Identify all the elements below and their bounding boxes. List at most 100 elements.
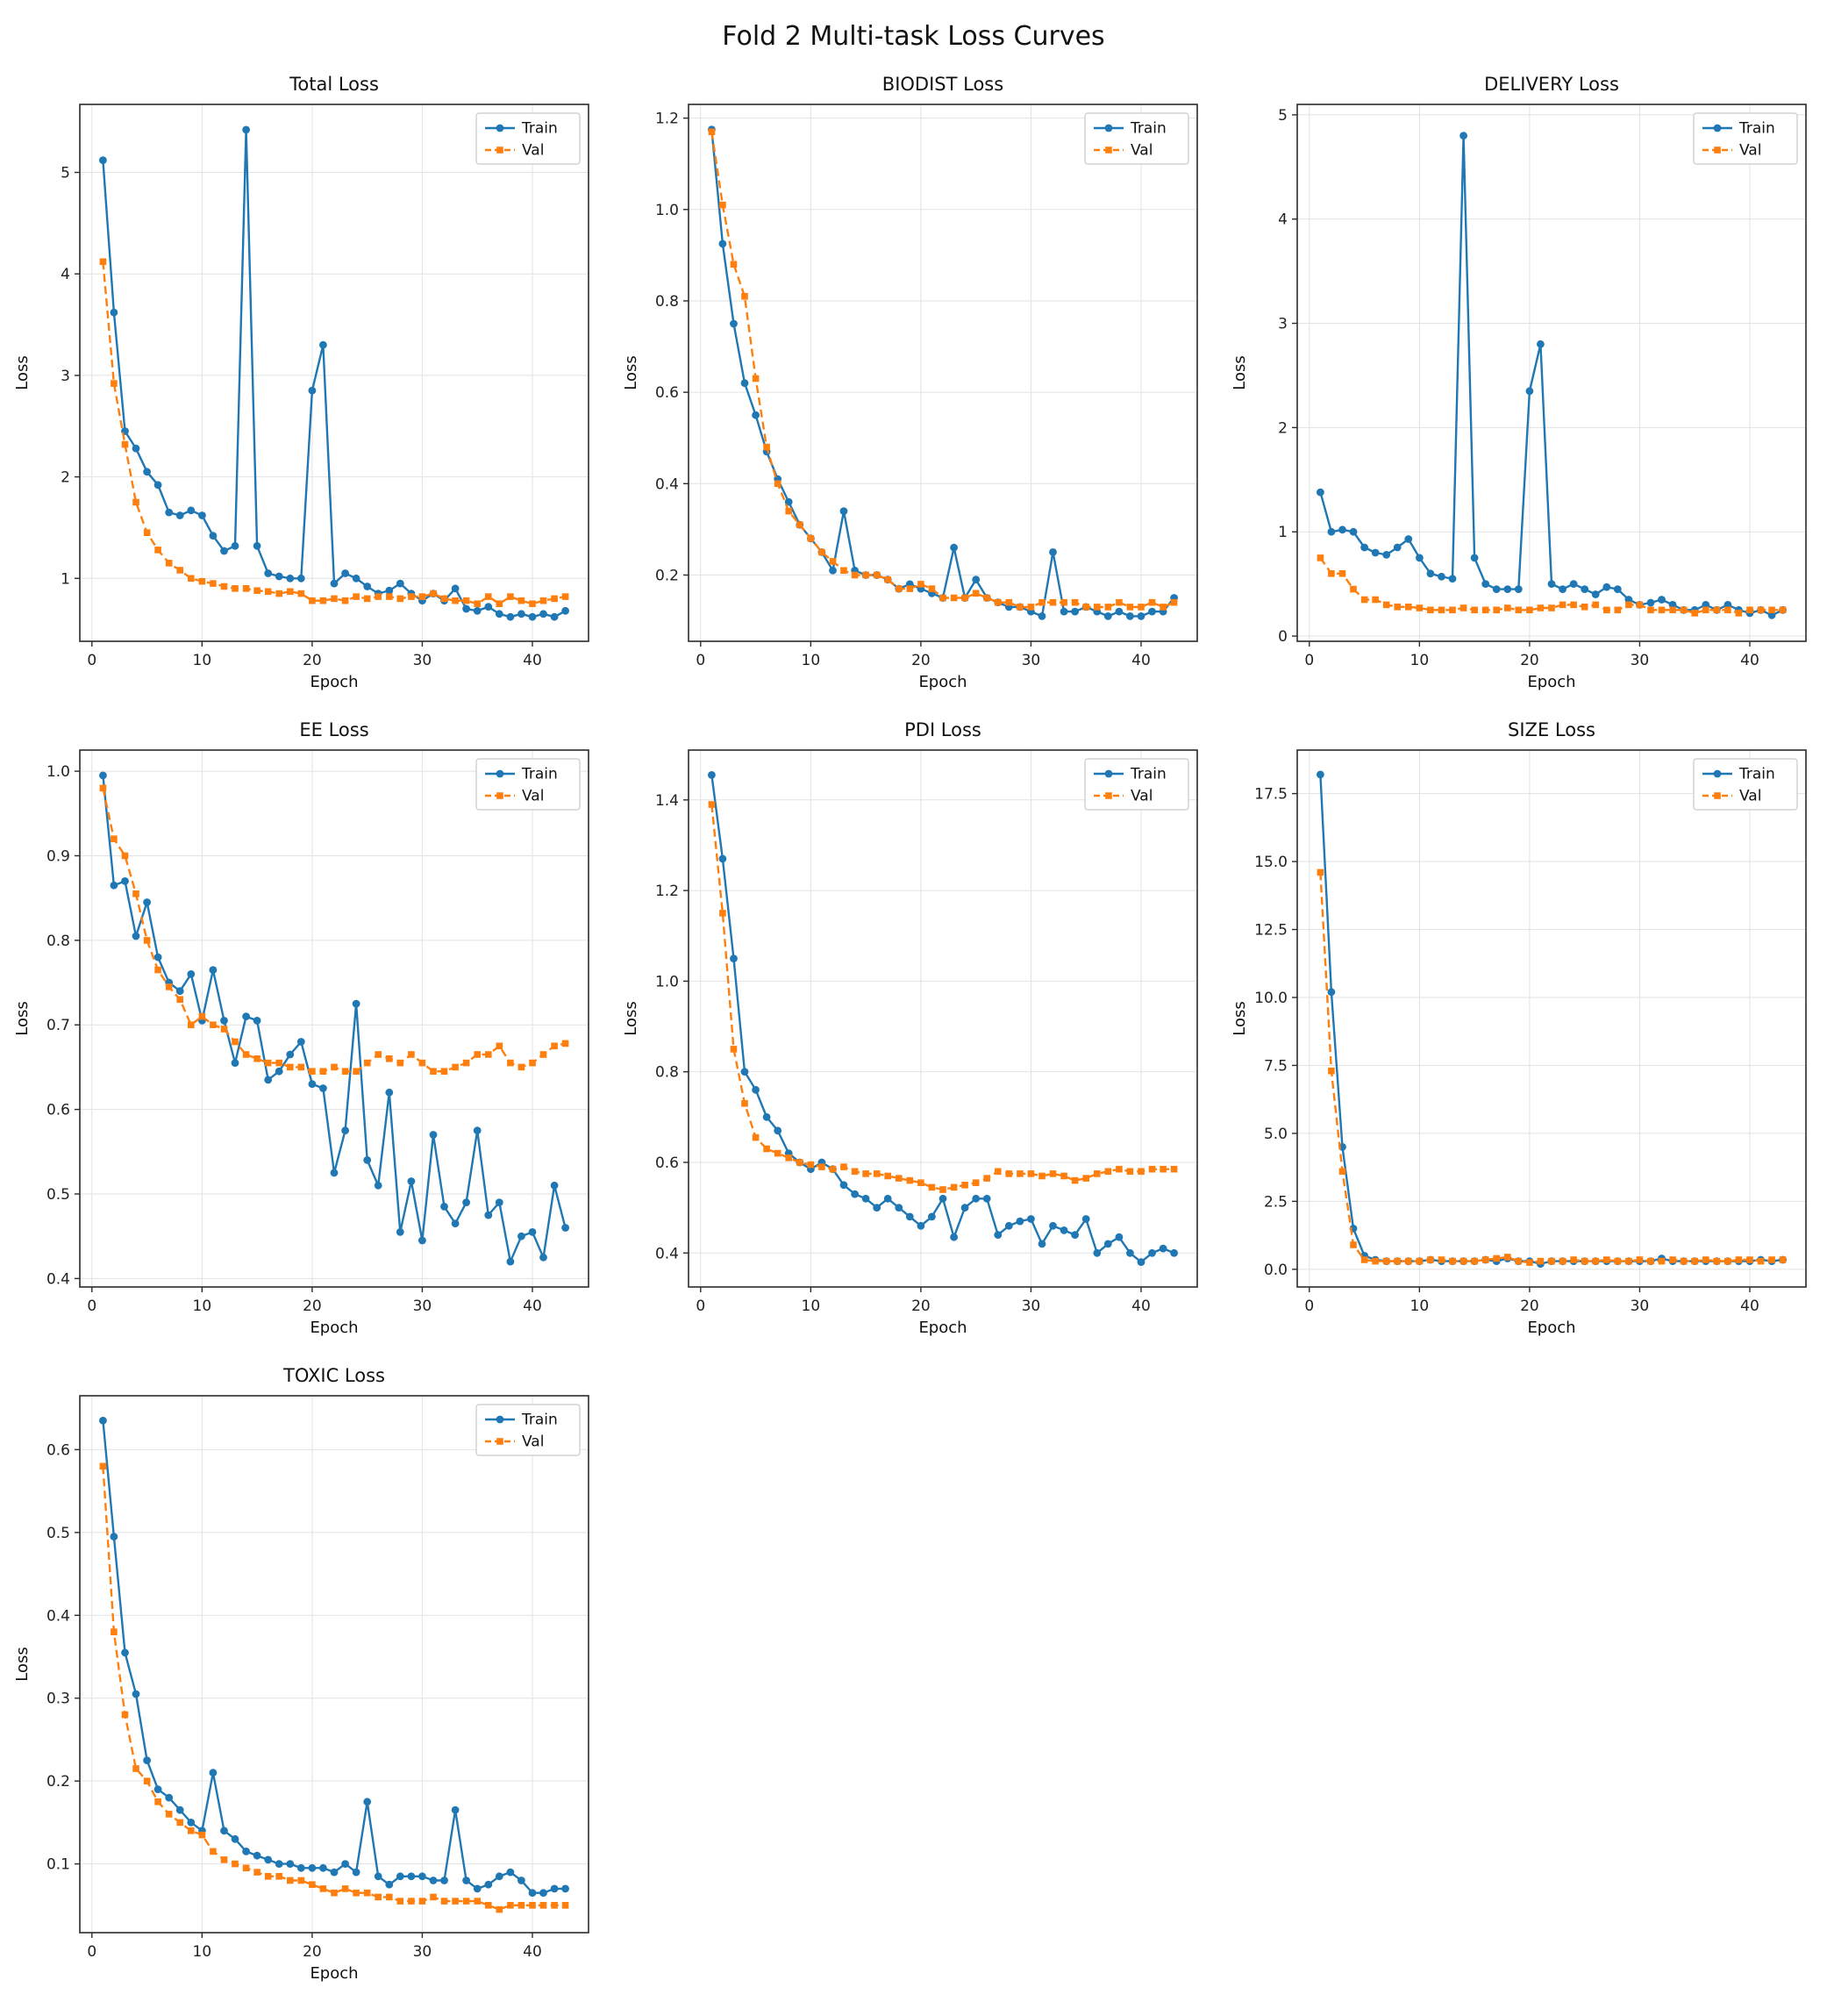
svg-text:30: 30: [1631, 1298, 1650, 1315]
chart-pdi-loss: 0 10 20 30 40 0.4 0.6 0.8 1.0 1.2 1.4 Train Val PDI L…: [622, 719, 1198, 1337]
svg-text:Loss: Loss: [13, 1001, 32, 1035]
svg-text:20: 20: [303, 1943, 322, 1961]
svg-text:0.6: 0.6: [655, 384, 679, 402]
chart-cell-biodist-loss: 0 10 20 30 40 0.2 0.4 0.6 0.8 1.0 1.2 Train Val BIODI…: [609, 62, 1217, 701]
svg-text:10: 10: [802, 652, 821, 669]
svg-text:PDI Loss: PDI Loss: [904, 719, 981, 740]
svg-text:0.5: 0.5: [46, 1186, 70, 1204]
svg-text:40: 40: [1740, 652, 1759, 669]
svg-text:0.8: 0.8: [655, 1064, 679, 1082]
svg-text:0.4: 0.4: [46, 1270, 70, 1288]
svg-text:30: 30: [413, 1298, 432, 1315]
svg-text:Epoch: Epoch: [310, 1964, 358, 1983]
chart-cell-pdi-loss: 0 10 20 30 40 0.4 0.6 0.8 1.0 1.2 1.4 Train Val PDI L…: [609, 708, 1217, 1347]
svg-text:Loss: Loss: [622, 1001, 640, 1035]
svg-text:Epoch: Epoch: [1527, 1319, 1575, 1337]
svg-text:0: 0: [87, 1943, 96, 1961]
svg-text:30: 30: [1631, 652, 1650, 669]
svg-text:2: 2: [61, 469, 70, 487]
svg-text:1.4: 1.4: [655, 792, 679, 810]
svg-text:1.0: 1.0: [655, 202, 679, 219]
svg-text:Train: Train: [1130, 766, 1167, 783]
svg-text:SIZE Loss: SIZE Loss: [1508, 719, 1595, 740]
svg-text:10: 10: [1410, 1298, 1430, 1315]
svg-text:Val: Val: [1739, 142, 1761, 160]
svg-text:40: 40: [1740, 1298, 1759, 1315]
svg-text:0.4: 0.4: [46, 1607, 70, 1625]
svg-text:40: 40: [523, 1298, 542, 1315]
svg-text:Val: Val: [522, 142, 544, 160]
svg-text:Loss: Loss: [622, 355, 640, 390]
svg-text:1.0: 1.0: [46, 763, 70, 781]
svg-text:5.0: 5.0: [1264, 1126, 1288, 1143]
svg-text:DELIVERY Loss: DELIVERY Loss: [1484, 74, 1619, 95]
svg-text:0.0: 0.0: [1264, 1262, 1288, 1279]
svg-text:Epoch: Epoch: [1527, 673, 1575, 691]
empty-cell: [1217, 1354, 1826, 1992]
svg-text:10: 10: [193, 1943, 212, 1961]
svg-text:Train: Train: [1738, 120, 1775, 138]
svg-text:Loss: Loss: [1231, 1001, 1249, 1035]
chart-cell-toxic-loss: 0 10 20 30 40 0.1 0.2 0.3 0.4 0.5 0.6 Train Val TOXIC…: [0, 1354, 609, 1992]
svg-text:17.5: 17.5: [1254, 786, 1288, 804]
svg-text:Train: Train: [521, 1412, 558, 1429]
svg-text:20: 20: [911, 652, 931, 669]
svg-text:2.5: 2.5: [1264, 1193, 1288, 1211]
svg-text:0.6: 0.6: [46, 1102, 70, 1119]
svg-text:40: 40: [523, 1943, 542, 1961]
svg-text:0: 0: [696, 652, 705, 669]
svg-text:2: 2: [1278, 419, 1288, 437]
svg-text:10: 10: [193, 1298, 212, 1315]
svg-text:0.2: 0.2: [46, 1773, 70, 1791]
svg-text:0: 0: [696, 1298, 705, 1315]
svg-text:Train: Train: [521, 766, 558, 783]
svg-text:15.0: 15.0: [1254, 854, 1288, 871]
empty-cell: [609, 1354, 1217, 1992]
svg-text:1.0: 1.0: [655, 973, 679, 990]
svg-text:Epoch: Epoch: [310, 673, 358, 691]
svg-text:Epoch: Epoch: [918, 673, 967, 691]
svg-text:1.2: 1.2: [655, 111, 679, 128]
svg-text:20: 20: [303, 652, 322, 669]
chart-ee-loss: 0 10 20 30 40 0.4 0.5 0.6 0.7 0.8 0.9 1.0 Train Val EE…: [13, 719, 589, 1337]
svg-text:20: 20: [1520, 1298, 1539, 1315]
svg-text:3: 3: [1278, 316, 1288, 333]
svg-text:1.2: 1.2: [655, 883, 679, 900]
svg-text:0.8: 0.8: [46, 933, 70, 950]
svg-text:12.5: 12.5: [1254, 922, 1288, 940]
svg-text:1: 1: [61, 570, 70, 588]
svg-text:30: 30: [1022, 652, 1041, 669]
svg-text:0.6: 0.6: [46, 1441, 70, 1459]
chart-cell-ee-loss: 0 10 20 30 40 0.4 0.5 0.6 0.7 0.8 0.9 1.0 Train Val EE…: [0, 708, 609, 1347]
svg-text:Loss: Loss: [1231, 355, 1249, 390]
svg-text:5: 5: [1278, 107, 1288, 125]
svg-text:Train: Train: [1130, 120, 1167, 138]
svg-text:10: 10: [802, 1298, 821, 1315]
svg-text:0.1: 0.1: [46, 1856, 70, 1874]
svg-text:Epoch: Epoch: [310, 1319, 358, 1337]
svg-text:0.4: 0.4: [655, 475, 679, 493]
chart-size-loss: 0 10 20 30 40 0.0 2.5 5.0 7.5 10.0 12.5 15.0 17.5 Tra…: [1231, 719, 1807, 1337]
svg-text:Train: Train: [1738, 766, 1775, 783]
svg-text:Val: Val: [522, 1433, 544, 1451]
svg-text:4: 4: [1278, 211, 1288, 229]
svg-text:40: 40: [1131, 1298, 1151, 1315]
figure-title: Fold 2 Multi-task Loss Curves: [722, 21, 1105, 52]
svg-text:5: 5: [61, 165, 70, 182]
svg-text:10: 10: [193, 652, 212, 669]
svg-text:Train: Train: [521, 120, 558, 138]
svg-text:Loss: Loss: [13, 1647, 32, 1681]
chart-cell-total-loss: 0 10 20 30 40 1 2 3 4 5 Train Val Total Loss Epoch Los…: [0, 62, 609, 701]
svg-text:Total Loss: Total Loss: [289, 74, 379, 95]
svg-text:3: 3: [61, 368, 70, 385]
chart-delivery-loss: 0 10 20 30 40 0 1 2 3 4 5 Train Val DELIVERY Loss Epoc…: [1231, 74, 1807, 691]
svg-text:0: 0: [1304, 1298, 1314, 1315]
svg-text:0: 0: [1278, 628, 1288, 646]
svg-text:40: 40: [523, 652, 542, 669]
svg-text:0.6: 0.6: [655, 1155, 679, 1172]
svg-text:7.5: 7.5: [1264, 1057, 1288, 1075]
svg-text:0.8: 0.8: [655, 293, 679, 311]
svg-text:EE Loss: EE Loss: [299, 719, 368, 740]
svg-text:40: 40: [1131, 652, 1151, 669]
